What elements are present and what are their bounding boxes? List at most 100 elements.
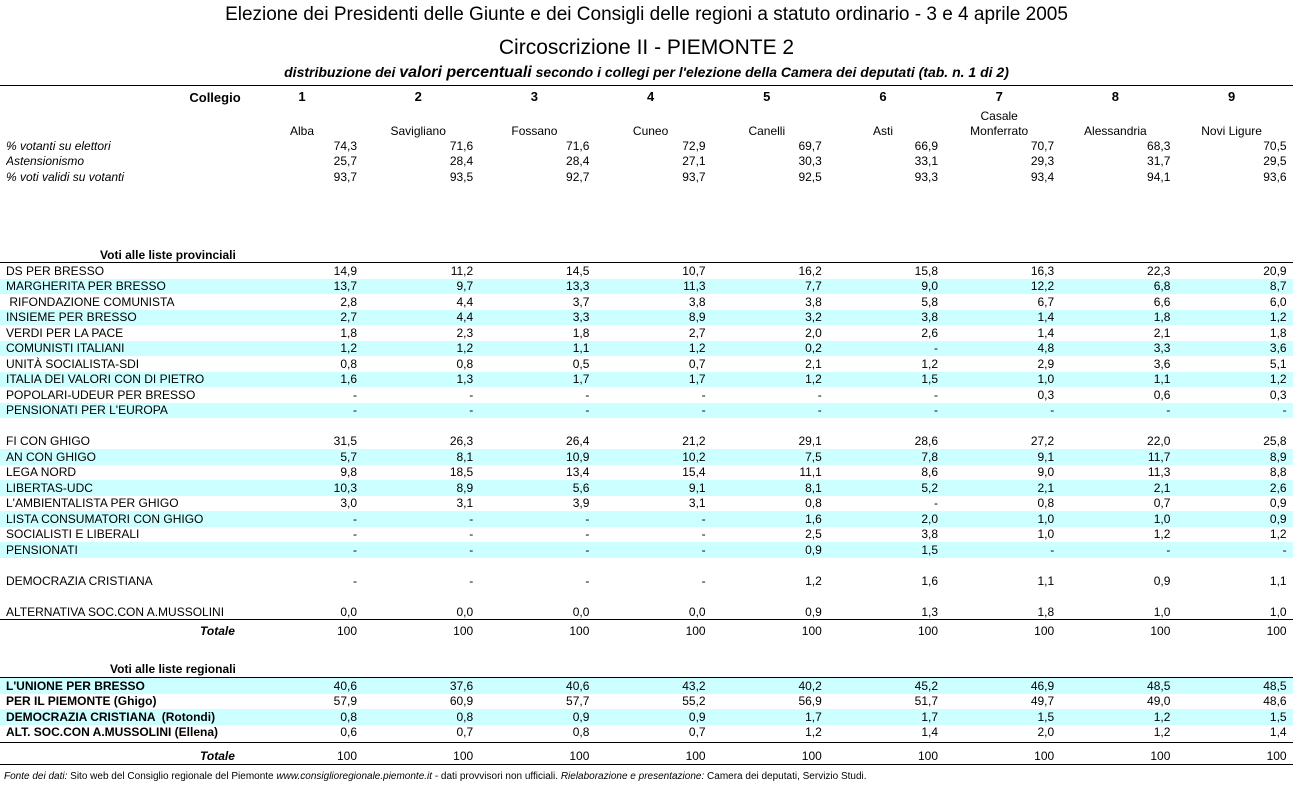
cell-value: 0,0 (688, 604, 706, 619)
cell-value: 25,8 (1263, 434, 1287, 448)
cell-value: 43,2 (682, 678, 706, 693)
cell-value: 1,2 (456, 341, 474, 355)
cell-value: 74,3 (333, 138, 357, 153)
description-part: valori percentuali (399, 64, 532, 81)
cell-value: 4,4 (456, 294, 474, 309)
cell-value: 0,0 (456, 604, 474, 619)
cell-value: 0,9 (572, 709, 590, 724)
cell-value: 40,2 (798, 678, 822, 693)
row-label: MARGHERITA PER BRESSO (6, 279, 166, 293)
cell-value: 1,2 (805, 573, 822, 588)
cell-value: 1,0 (1037, 511, 1055, 526)
cell-value: 3,6 (1153, 356, 1171, 371)
total-value: 100 (685, 749, 706, 763)
cell-value: 25,7 (333, 154, 357, 168)
cell-value: 3,3 (572, 310, 590, 324)
cell-value: 10,7 (682, 263, 706, 278)
total-value: 100 (1034, 624, 1055, 638)
cell-value: - (353, 573, 357, 588)
cell-value: 3,3 (1153, 341, 1171, 355)
cell-value: 7,8 (921, 449, 938, 464)
row-label: POPOLARI-UDEUR PER BRESSO (6, 387, 196, 402)
cell-value: 7,7 (805, 279, 822, 293)
cell-value: 2,6 (1269, 480, 1287, 495)
row-shading (0, 449, 1293, 465)
cell-value: 49,0 (1147, 694, 1171, 709)
cell-value: 3,8 (921, 310, 938, 324)
cell-value: 3,6 (1269, 341, 1287, 355)
column-number: 6 (879, 89, 887, 104)
cell-value: 93,3 (914, 169, 938, 184)
cell-value: 68,3 (1147, 138, 1171, 153)
cell-value: 5,2 (921, 480, 938, 495)
cell-value: - (353, 542, 357, 557)
cell-value: 71,6 (449, 138, 474, 153)
cell-value: 0,7 (1153, 496, 1171, 510)
cell-value: 28,4 (566, 154, 590, 168)
cell-value: 31,7 (1147, 154, 1171, 168)
cell-value: - (585, 527, 590, 541)
cell-value: - (1050, 542, 1055, 557)
cell-value: - (817, 403, 822, 417)
footer-part: Sito web del Consiglio regionale del Pie… (70, 771, 274, 782)
footer-part: Rielaborazione e presentazione: (560, 771, 705, 782)
cell-value: 9,0 (921, 279, 938, 293)
cell-value: 0,0 (572, 604, 590, 619)
column-number: 7 (995, 89, 1003, 104)
cell-value: 1,5 (1269, 709, 1287, 724)
total-value: 100 (336, 624, 357, 638)
cell-value: 0,6 (340, 725, 357, 740)
cell-value: 29,3 (1030, 154, 1055, 168)
cell-value: - (934, 403, 938, 417)
cell-value: 40,6 (333, 678, 357, 693)
row-label: PENSIONATI (6, 542, 78, 557)
cell-value: - (701, 527, 706, 541)
cell-value: 2,3 (456, 325, 474, 340)
row-label: ALTERNATIVA SOC.CON A.MUSSOLINI (6, 604, 225, 619)
cell-value: 6,8 (1153, 279, 1171, 293)
cell-value: 0,5 (572, 356, 590, 371)
cell-value: 14,5 (566, 263, 590, 278)
cell-value: 37,6 (449, 678, 474, 693)
cell-value: - (1282, 403, 1287, 417)
cell-value: 1,6 (805, 511, 822, 526)
cell-value: 1,3 (921, 604, 938, 619)
cell-value: - (469, 573, 474, 588)
cell-value: 10,2 (682, 449, 706, 464)
cell-value: - (353, 403, 357, 417)
cell-value: 2,1 (1037, 480, 1055, 495)
cell-value: 4,4 (456, 310, 474, 324)
cell-value: 3,8 (921, 527, 938, 541)
cell-value: 0,9 (688, 709, 706, 724)
cell-value: - (817, 387, 822, 402)
cell-value: 93,7 (333, 169, 357, 184)
cell-value: 1,0 (1037, 527, 1055, 541)
cell-value: 1,2 (1269, 310, 1287, 324)
cell-value: 0,3 (1269, 387, 1287, 402)
cell-value: 10,3 (333, 480, 357, 495)
column-number: 3 (530, 89, 538, 104)
cell-value: 1,8 (1153, 310, 1171, 324)
row-label: DEMOCRAZIA CRISTIANA (6, 573, 153, 588)
cell-value: 1,2 (1153, 725, 1171, 740)
cell-value: 6,7 (1037, 294, 1055, 309)
cell-value: 1,3 (456, 372, 474, 386)
cell-value: 1,2 (688, 341, 706, 355)
cell-value: - (701, 403, 706, 417)
cell-value: 94,1 (1147, 169, 1171, 184)
cell-value: 11,1 (799, 465, 822, 479)
cell-value: 1,1 (1153, 372, 1171, 386)
cell-value: 2,1 (1153, 325, 1171, 340)
cell-value: 69,7 (798, 138, 822, 153)
row-label: LIBERTAS-UDC (6, 480, 93, 495)
cell-value: - (469, 527, 474, 541)
cell-value: - (585, 573, 590, 588)
total-value: 100 (801, 624, 822, 638)
column-number: 4 (646, 89, 655, 104)
description-part: distribuzione dei (284, 64, 400, 80)
row-shading (0, 480, 1293, 496)
cell-value: 3,2 (805, 310, 822, 324)
column-number: 9 (1227, 89, 1236, 104)
cell-value: 27,2 (1030, 434, 1055, 448)
cell-value: 13,3 (566, 279, 590, 293)
